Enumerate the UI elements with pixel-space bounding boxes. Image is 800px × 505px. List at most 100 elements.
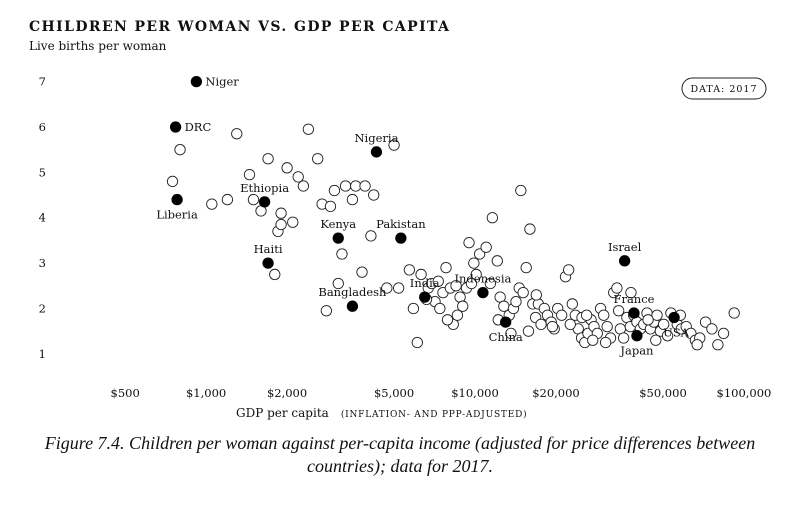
country-point: [691, 339, 703, 351]
country-point: [350, 180, 362, 192]
country-point: [174, 144, 186, 156]
highlight-point: [668, 311, 680, 324]
country-point: [587, 334, 599, 346]
x-tick-label: $500: [111, 386, 140, 400]
country-point: [231, 128, 243, 140]
country-point: [580, 309, 593, 321]
country-point: [381, 282, 393, 294]
country-point: [269, 268, 281, 281]
country-labels: Niger DRC Liberia Ethiopia Haiti Nigeria Kenya…: [156, 75, 689, 358]
country-point: [564, 318, 576, 331]
country-point: [302, 123, 315, 135]
country-label: Liberia: [156, 208, 198, 222]
country-point: [601, 320, 613, 333]
country-label: Japan: [619, 344, 654, 358]
country-point: [221, 193, 234, 206]
highlight-point: [262, 257, 274, 269]
country-point: [328, 184, 341, 197]
country-point: [563, 264, 575, 276]
country-point: [546, 320, 559, 333]
country-label: Nigeria: [354, 131, 398, 145]
country-label: Ethiopia: [240, 181, 289, 195]
country-point: [359, 180, 371, 192]
highlight-point: [395, 232, 407, 244]
country-point: [728, 307, 740, 319]
country-point: [356, 266, 368, 278]
country-point: [457, 300, 469, 312]
highlight-point: [618, 255, 631, 267]
x-tick-label: $5,000: [374, 386, 414, 400]
country-point: [617, 332, 630, 344]
x-axis-label-main: GDP per capita: [236, 406, 329, 420]
country-point: [465, 277, 478, 290]
country-label: Bangladesh: [318, 285, 387, 299]
country-point: [598, 309, 610, 321]
country-label: China: [489, 330, 523, 344]
country-point: [206, 198, 218, 210]
country-label: Pakistan: [376, 217, 426, 231]
y-tick-label: 1: [39, 347, 46, 361]
country-point: [517, 286, 529, 299]
country-point: [450, 280, 462, 292]
country-point: [484, 277, 496, 290]
country-point: [522, 325, 535, 337]
country-label: Niger: [205, 75, 239, 89]
x-axis-label-note: (INFLATION- AND PPP-ADJUSTED): [341, 409, 528, 420]
highlight-point: [477, 286, 489, 299]
x-tick-label: $20,000: [532, 386, 580, 400]
country-point: [612, 305, 625, 317]
country-point: [650, 334, 662, 346]
country-point: [451, 309, 464, 321]
country-point: [292, 171, 304, 183]
country-label: India: [410, 276, 440, 290]
country-point: [312, 153, 324, 165]
figure-caption: Figure 7.4. Children per woman against p…: [44, 433, 756, 476]
country-point: [281, 162, 293, 174]
country-point: [473, 248, 486, 260]
country-point: [441, 314, 454, 326]
x-tick-label: $10,000: [451, 386, 499, 400]
country-point: [339, 180, 352, 192]
country-point: [535, 318, 547, 331]
highlighted-countries: [169, 75, 680, 342]
x-axis-ticks: $500 $1,000 $2,000 $5,000 $10,000 $20,000 $50,…: [111, 386, 772, 400]
country-point: [275, 207, 287, 219]
country-point: [166, 175, 179, 188]
country-point: [491, 255, 503, 267]
x-tick-label: $1,000: [186, 386, 226, 400]
country-point: [320, 305, 333, 317]
country-point: [510, 296, 522, 308]
country-label: DRC: [185, 120, 212, 134]
country-point: [480, 241, 492, 253]
country-point: [332, 277, 344, 290]
y-tick-label: 6: [39, 120, 46, 134]
highlight-point: [332, 232, 344, 244]
country-point: [440, 261, 452, 274]
country-point: [486, 212, 499, 224]
country-point: [365, 230, 377, 242]
highlight-point: [171, 193, 183, 206]
country-point: [661, 330, 674, 342]
country-point: [505, 327, 517, 340]
country-label: Kenya: [320, 217, 356, 231]
country-point: [463, 237, 475, 249]
country-point: [625, 286, 637, 299]
country-point: [434, 302, 446, 315]
country-point: [530, 289, 542, 301]
country-point: [388, 139, 400, 151]
country-point: [411, 336, 423, 349]
country-point: [515, 184, 527, 197]
highlight-point: [631, 330, 643, 342]
country-point: [393, 282, 405, 294]
highlight-point: [190, 75, 203, 88]
country-point: [336, 248, 348, 260]
country-point: [368, 189, 380, 201]
country-point: [407, 302, 420, 315]
country-label: Israel: [608, 240, 642, 254]
country-point: [706, 323, 718, 335]
country-point: [651, 309, 663, 321]
country-point: [658, 318, 670, 331]
data-badge: DATA: 2017: [681, 77, 767, 100]
country-point: [468, 257, 480, 269]
country-point: [247, 193, 260, 206]
